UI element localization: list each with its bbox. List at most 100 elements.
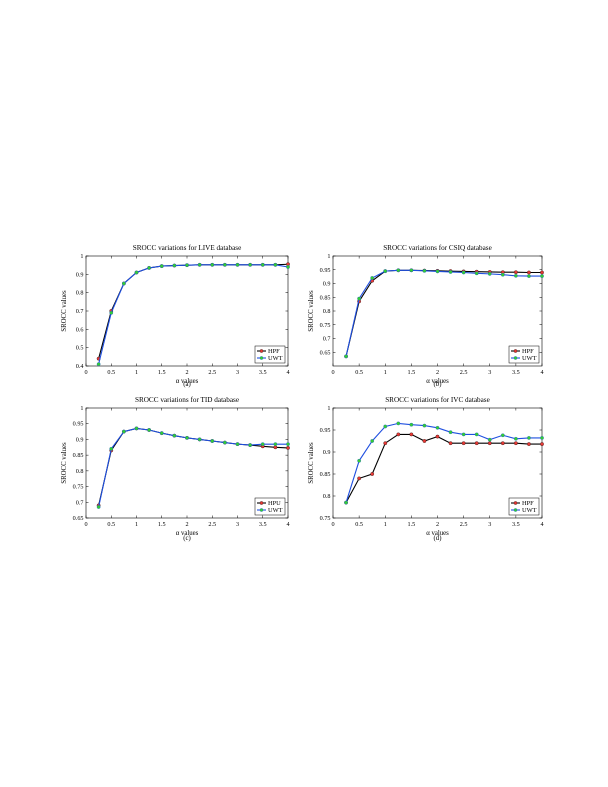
data-point-uwt — [344, 354, 348, 359]
y-tick-label: 0.9 — [323, 281, 331, 288]
data-point-uwt — [461, 270, 466, 275]
series-line-hpu — [98, 427, 289, 506]
data-point-hpf — [514, 441, 518, 446]
x-axis-label: α values — [176, 530, 199, 537]
data-point-uwt — [109, 447, 114, 451]
data-point-hpf — [474, 441, 479, 446]
legend-label: UWT — [268, 355, 283, 362]
data-point-uwt — [435, 269, 440, 274]
chart-panel-d: SROCC variations for IVC database 0 0.5 1 1.… — [308, 396, 544, 542]
legend-swatch-marker — [513, 501, 518, 505]
data-point-hpf — [396, 432, 401, 437]
x-tick-label: 0.5 — [107, 521, 115, 528]
x-tick-label: 1.5 — [408, 521, 416, 528]
data-point-uwt — [185, 263, 189, 268]
x-tick-label: 1 — [384, 521, 387, 528]
legend-label: HPU — [268, 500, 281, 507]
series-line-hpf — [345, 269, 542, 357]
x-tick-label: 0.5 — [107, 369, 115, 376]
data-point-uwt — [96, 505, 101, 509]
x-tick-label: 4 — [540, 521, 543, 528]
y-axis-label: SROCC values — [308, 290, 315, 332]
data-point-hpu — [286, 446, 290, 450]
data-point-uwt — [286, 265, 290, 269]
legend-label: HPF — [268, 348, 280, 355]
x-tick-label: 2 — [185, 521, 188, 528]
data-point-uwt — [487, 437, 492, 442]
x-tick-label: 2 — [185, 369, 188, 376]
data-point-uwt — [159, 431, 164, 435]
data-point-uwt — [260, 262, 265, 267]
data-point-hpf — [422, 439, 427, 443]
data-point-uwt — [527, 436, 531, 440]
y-tick-label: 0.9 — [323, 449, 331, 456]
y-tick-label: 0.75 — [320, 322, 331, 329]
data-point-uwt — [134, 426, 139, 431]
x-tick-label: 2 — [436, 521, 439, 528]
data-point-uwt — [96, 362, 101, 367]
data-point-uwt — [461, 432, 466, 437]
data-point-hpf — [370, 472, 375, 476]
x-tick-label: 1 — [135, 521, 138, 528]
data-point-uwt — [514, 436, 518, 441]
series-line-hpf — [98, 263, 289, 359]
data-point-uwt — [210, 262, 215, 267]
data-point-uwt — [197, 262, 202, 267]
data-point-uwt — [383, 424, 388, 429]
y-tick-label: 0.4 — [76, 363, 84, 370]
chart-title: SROCC variations for IVC database — [385, 396, 490, 404]
x-tick-label: 0 — [331, 369, 334, 376]
data-point-uwt — [172, 263, 177, 268]
data-point-uwt — [409, 422, 414, 427]
data-point-hpf — [487, 441, 492, 446]
x-tick-label: 0 — [84, 369, 87, 376]
legend-swatch-marker — [259, 349, 264, 353]
legend-swatch-marker — [513, 508, 518, 512]
x-tick-label: 3.5 — [259, 521, 267, 528]
legend-label: UWT — [268, 507, 283, 514]
data-point-hpf — [448, 441, 453, 446]
y-tick-label: 1 — [80, 253, 83, 260]
series-line-hpf — [345, 433, 542, 503]
legend-swatch-marker — [259, 356, 264, 360]
legend-swatch-marker — [513, 356, 518, 360]
data-point-uwt — [210, 439, 215, 443]
y-tick-label: 0.7 — [76, 308, 84, 315]
data-point-uwt — [223, 262, 227, 267]
data-point-hpf — [540, 270, 544, 275]
y-tick-label: 0.6 — [76, 326, 84, 333]
legend-swatch-marker — [259, 508, 264, 512]
data-point-hpf — [409, 432, 414, 437]
x-tick-label: 3.5 — [259, 369, 267, 376]
legend-label: HPF — [522, 348, 534, 355]
x-tick-label: 3 — [488, 369, 491, 376]
y-axis-label: SROCC values — [61, 442, 68, 484]
series-line-uwt — [98, 264, 289, 365]
panel-caption: (c) — [183, 535, 191, 542]
x-axis-label: α values — [176, 378, 199, 385]
y-tick-label: 0.95 — [320, 427, 331, 434]
data-point-uwt — [235, 262, 240, 267]
data-point-uwt — [109, 310, 114, 315]
x-tick-label: 3 — [488, 521, 491, 528]
y-tick-label: 0.75 — [320, 515, 331, 522]
chart-panel-c: SROCC variations for TID database 0 0.5 1 1.… — [61, 396, 290, 542]
data-point-uwt — [357, 458, 361, 463]
data-point-uwt — [235, 442, 240, 446]
y-tick-label: 0.85 — [320, 294, 331, 301]
chart-title: SROCC variations for TID database — [135, 396, 239, 404]
y-tick-label: 0.9 — [76, 271, 84, 278]
data-point-uwt — [248, 443, 252, 447]
data-point-hpf — [357, 476, 361, 481]
y-tick-label: 0.95 — [73, 421, 84, 428]
x-tick-label: 3 — [236, 521, 239, 528]
y-tick-label: 0.9 — [76, 436, 84, 443]
y-tick-label: 0.8 — [323, 493, 331, 500]
data-point-uwt — [273, 442, 278, 446]
y-axis-label: SROCC values — [308, 442, 315, 484]
y-tick-label: 0.85 — [73, 452, 84, 459]
x-tick-label: 2.5 — [460, 521, 468, 528]
series-line-uwt — [98, 427, 288, 508]
x-tick-label: 1.5 — [408, 369, 416, 376]
data-point-uwt — [396, 421, 401, 426]
